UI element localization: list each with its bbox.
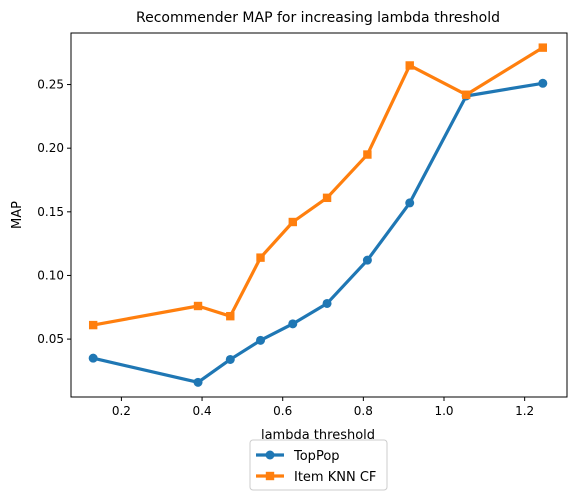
series-line-toppop	[91, 81, 545, 384]
y-axis-label: MAP	[10, 201, 25, 229]
legend-label-toppop: TopPop	[293, 449, 340, 464]
data-point-item-knn-cf	[88, 320, 98, 330]
legend-marker-toppop	[265, 450, 275, 460]
x-tick-label: 1.2	[515, 404, 534, 418]
data-point-item-knn-cf	[405, 61, 414, 70]
x-tick-label: 0.2	[112, 404, 131, 418]
data-point-toppop	[362, 255, 372, 265]
data-point-toppop	[288, 319, 298, 329]
y-tick-label: 0.20	[37, 141, 64, 155]
data-point-toppop	[405, 198, 415, 208]
x-axis: 0.2 0.4 0.6 0.8 1.0 1.2	[112, 397, 534, 418]
data-point-item-knn-cf	[226, 311, 235, 321]
plot-area	[88, 43, 548, 387]
x-tick-label: 0.6	[273, 404, 292, 418]
y-tick-label: 0.25	[37, 78, 64, 92]
data-point-item-knn-cf	[538, 43, 548, 52]
data-point-toppop	[256, 335, 266, 345]
legend-box	[249, 439, 388, 491]
data-point-item-knn-cf	[322, 193, 332, 203]
y-tick-label: 0.15	[37, 205, 64, 219]
data-point-item-knn-cf	[363, 150, 372, 159]
legend-label-item-knn-cf: Item KNN CF	[294, 470, 376, 485]
data-point-item-knn-cf	[193, 301, 203, 311]
plot-frame	[70, 32, 568, 398]
data-point-toppop	[225, 354, 235, 364]
x-tick-label: 1.0	[434, 404, 453, 418]
chart-title: Recommender MAP for increasing lambda th…	[136, 10, 500, 26]
data-point-toppop	[538, 78, 548, 88]
y-tick-label: 0.05	[37, 332, 64, 346]
data-point-item-knn-cf	[461, 90, 471, 99]
y-axis: 0.05 0.10 0.15 0.20 0.25	[37, 78, 71, 346]
x-tick-label: 0.4	[193, 404, 212, 418]
x-tick-label: 0.8	[354, 404, 373, 418]
data-point-toppop	[193, 377, 203, 387]
legend: TopPop Item KNN CF	[249, 439, 388, 491]
data-point-item-knn-cf	[288, 217, 297, 227]
y-tick-label: 0.10	[37, 268, 64, 282]
legend-marker-item-knn-cf	[265, 471, 275, 481]
data-point-toppop	[88, 353, 98, 363]
x-axis-label: lambda threshold	[261, 428, 375, 443]
data-point-item-knn-cf	[256, 253, 265, 262]
series-line-item-knn-cf	[91, 46, 545, 327]
data-point-toppop	[322, 298, 332, 308]
